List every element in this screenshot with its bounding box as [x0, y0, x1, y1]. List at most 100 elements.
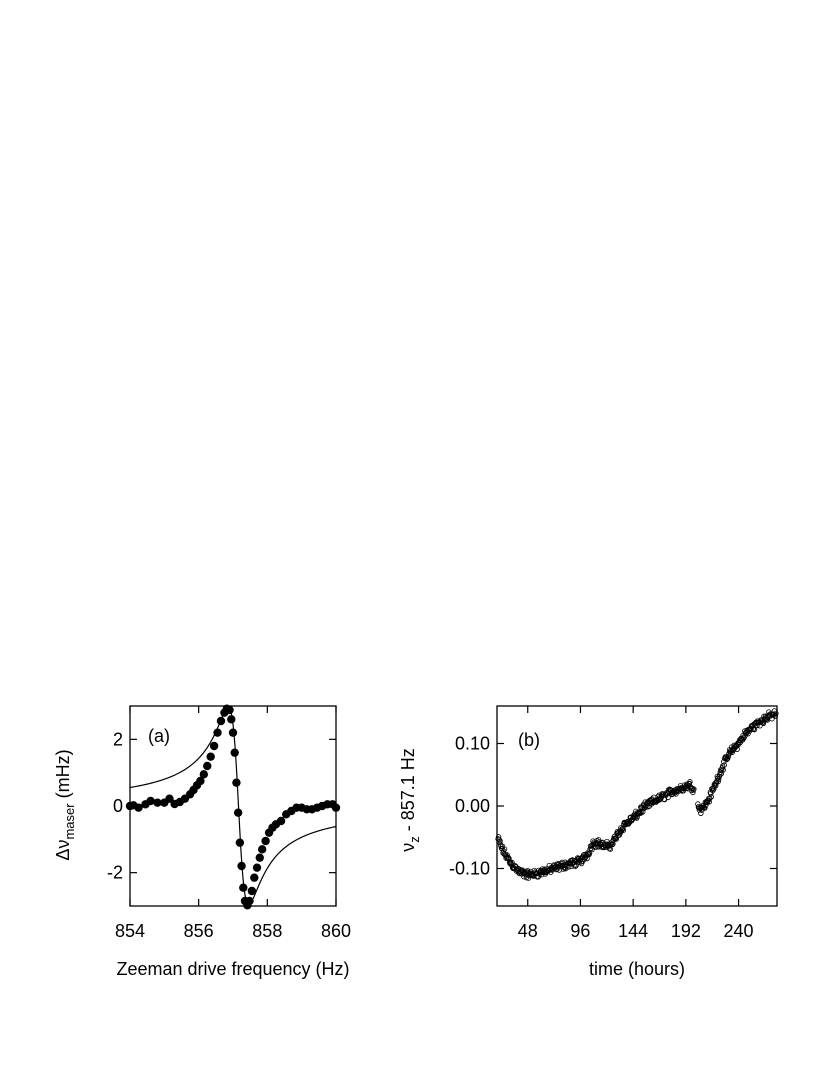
panel-b-y-axis-main: ν [398, 843, 418, 852]
panel-b-y-axis-label: νz - 857.1 Hz [398, 748, 422, 852]
panel-a-y-axis-subscript: maser [62, 803, 77, 840]
a-y-tick-label: 2 [113, 729, 123, 749]
a-data-point [276, 816, 286, 826]
a-data-point [228, 728, 238, 737]
b-data-point [690, 789, 696, 796]
a-data-point [247, 886, 257, 896]
b-data-point [703, 802, 709, 809]
b-data-point [772, 713, 779, 719]
a-data-point [213, 728, 222, 737]
a-data-point [134, 803, 143, 812]
panel-a-fit-curve [129, 707, 337, 905]
a-data-point [261, 836, 270, 846]
a-data-point [209, 741, 219, 751]
a-data-point [232, 778, 241, 787]
b-data-point [556, 862, 562, 868]
a-data-point [227, 715, 236, 724]
panel-b-y-axis-unit: - 857.1 Hz [398, 748, 418, 836]
b-data-point [698, 810, 704, 816]
panel-b-y-tick-labels: -0.10 0.00 0.10 [449, 734, 490, 879]
b-data-point [721, 762, 727, 768]
a-data-point [206, 752, 215, 761]
a-x-tick-label: 856 [184, 921, 214, 941]
a-data-point [146, 796, 155, 806]
b-data-point [573, 862, 579, 869]
b-data-point [773, 710, 779, 717]
b-x-tick-label: 144 [618, 921, 648, 941]
b-data-point [708, 794, 714, 800]
b-data-point [725, 753, 731, 760]
b-x-tick-label: 96 [570, 921, 590, 941]
panel-a-y-tick-labels: -2 0 2 [107, 729, 123, 882]
b-data-point [634, 813, 640, 820]
b-data-point [568, 863, 574, 870]
b-data-point [521, 869, 528, 875]
b-data-point [687, 779, 693, 785]
a-data-point [199, 770, 209, 779]
a-data-point [153, 798, 162, 807]
b-data-point [497, 838, 503, 844]
b-data-point [691, 786, 697, 792]
a-data-point [245, 896, 254, 906]
b-data-point [751, 726, 758, 733]
panel-a-data-points [125, 704, 341, 910]
a-x-tick-label: 860 [321, 921, 351, 941]
b-data-point [587, 846, 593, 853]
b-data-point [619, 826, 625, 832]
a-data-point [196, 776, 205, 786]
a-data-point [257, 845, 267, 854]
a-x-tick-label: 858 [252, 921, 282, 941]
panel-a: 854 856 858 860 -2 0 2 (a) Zeeman drive frequ… [53, 704, 351, 979]
b-data-point [706, 799, 713, 805]
b-data-point [710, 787, 716, 794]
b-data-point [572, 863, 578, 870]
a-data-point [216, 716, 226, 726]
panel-b: 48 96 144 192 240 -0.10 0.00 0.10 (b) time (ho… [398, 705, 779, 979]
b-x-tick-label: 192 [671, 921, 701, 941]
a-y-tick-label: -2 [107, 863, 123, 883]
a-data-point [237, 861, 246, 871]
b-data-point [620, 827, 627, 833]
b-data-point [702, 805, 708, 811]
a-data-point [255, 853, 264, 862]
panel-a-x-tick-labels: 854 856 858 860 [115, 921, 351, 941]
b-data-point [717, 772, 723, 778]
a-data-point [235, 838, 245, 847]
panel-b-y-axis-subscript: z [407, 836, 422, 843]
b-data-point [695, 801, 701, 807]
a-data-point [165, 794, 174, 803]
panel-b-label: (b) [518, 730, 540, 750]
b-data-point [509, 859, 515, 866]
a-data-point [230, 748, 239, 757]
a-data-point [233, 808, 243, 817]
a-data-point [331, 803, 341, 812]
b-data-point [586, 850, 593, 856]
b-data-point [715, 778, 721, 785]
panel-b-ticks [497, 706, 777, 906]
b-x-tick-label: 48 [518, 921, 538, 941]
a-data-point [252, 863, 262, 872]
panel-a-y-axis-unit: (mHz) [53, 749, 73, 803]
a-data-point [203, 761, 212, 771]
a-y-tick-label: 0 [113, 796, 123, 816]
panel-a-y-axis-main: Δν [53, 840, 73, 861]
b-data-point [626, 820, 632, 827]
a-data-point [225, 705, 234, 715]
panel-b-x-axis-label: time (hours) [589, 959, 685, 979]
b-y-tick-label: 0.10 [455, 734, 490, 754]
panel-a-y-axis-label: Δνmaser (mHz) [53, 749, 77, 860]
a-x-tick-label: 854 [115, 921, 145, 941]
b-data-point [720, 767, 726, 773]
b-data-point [498, 843, 504, 849]
b-y-tick-label: 0.00 [455, 796, 490, 816]
panel-b-data-points [495, 708, 779, 881]
b-data-point [610, 841, 616, 847]
panel-a-x-axis-label: Zeeman drive frequency (Hz) [116, 959, 349, 979]
b-data-point [724, 756, 730, 763]
a-data-point [250, 873, 259, 882]
b-x-tick-label: 240 [724, 921, 754, 941]
panel-a-label: (a) [148, 726, 170, 746]
b-y-tick-label: -0.10 [449, 859, 490, 879]
